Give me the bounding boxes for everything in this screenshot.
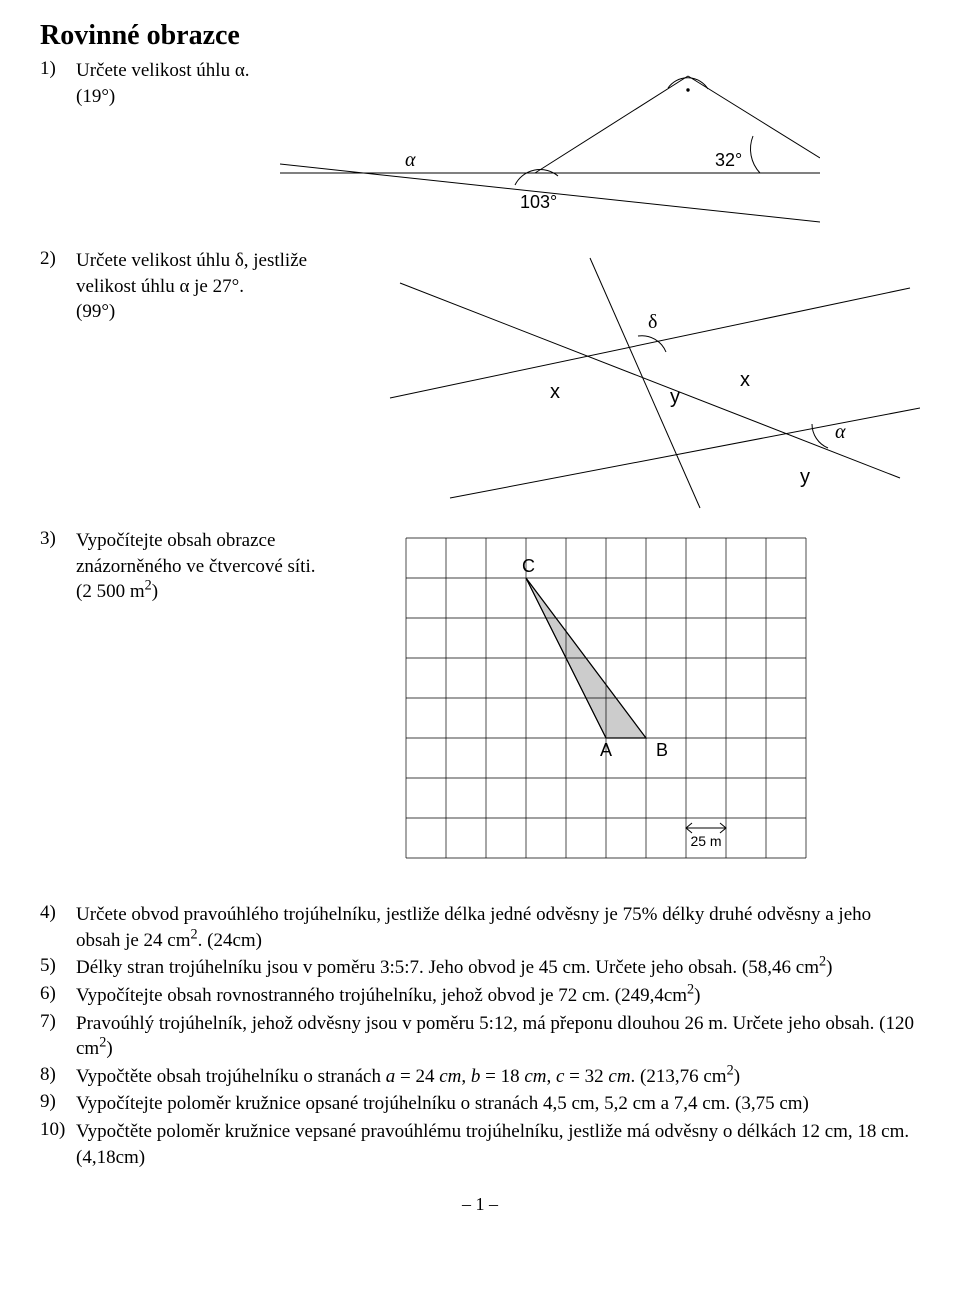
question-5-row: 5) Délky stran trojúhelníku jsou v poměr… bbox=[40, 955, 920, 981]
q1-answer: (19°) bbox=[76, 86, 115, 107]
q8-sup: 2 bbox=[727, 1063, 734, 1079]
q1-prompt: Určete velikost úhlu α. bbox=[76, 60, 250, 81]
q9-text: Vypočítejte poloměr kružnice opsané troj… bbox=[76, 1091, 920, 1117]
q6-number: 6) bbox=[40, 983, 76, 1005]
q2-prompt: Určete velikost úhlu δ, jestliže velikos… bbox=[76, 250, 307, 297]
q2-x1-label: x bbox=[550, 381, 560, 403]
q2-delta-label: δ bbox=[648, 311, 657, 333]
q8-g: . (213,76 cm bbox=[631, 1066, 727, 1087]
q2-figure: δ α x x y y bbox=[380, 248, 920, 518]
q6-b: ) bbox=[694, 985, 700, 1006]
q4-sup: 2 bbox=[191, 926, 198, 942]
q1-alpha-label: α bbox=[405, 149, 416, 171]
q8-icm3: cm bbox=[608, 1066, 630, 1087]
q4-number: 4) bbox=[40, 902, 76, 924]
q7-number: 7) bbox=[40, 1011, 76, 1033]
question-3-row: 3) Vypočítejte obsah obrazce znázorněnéh… bbox=[40, 528, 920, 888]
page-title: Rovinné obrazce bbox=[40, 20, 920, 52]
q8-f: = 32 bbox=[564, 1066, 608, 1087]
q10-text: Vypočtěte poloměr kružnice vepsané pravo… bbox=[76, 1119, 920, 1170]
q3-answer: (2 500 m2) bbox=[76, 581, 158, 602]
svg-text:A: A bbox=[600, 740, 612, 760]
question-1-row: 1) Určete velikost úhlu α. (19°) bbox=[40, 58, 920, 238]
q3-number: 3) bbox=[40, 528, 76, 550]
q3-ans-a: (2 500 m bbox=[76, 581, 145, 602]
q2-y1-label: y bbox=[670, 386, 680, 408]
question-10-row: 10) Vypočtěte poloměr kružnice vepsané p… bbox=[40, 1119, 920, 1170]
q9-number: 9) bbox=[40, 1091, 76, 1113]
q10-number: 10) bbox=[40, 1119, 76, 1141]
q3-prompt: Vypočítejte obsah obrazce znázorněného v… bbox=[76, 530, 316, 577]
page-footer: – 1 – bbox=[40, 1194, 920, 1215]
q3-figure: C A B 25 m bbox=[386, 528, 826, 888]
question-2-row: 2) Určete velikost úhlu δ, jestliže veli… bbox=[40, 248, 920, 518]
q7-text: Pravoúhlý trojúhelník, jehož odvěsny jso… bbox=[76, 1011, 920, 1062]
q1-number: 1) bbox=[40, 58, 76, 80]
q6-text: Vypočítejte obsah rovnostranného trojúhe… bbox=[76, 983, 920, 1009]
q2-number: 2) bbox=[40, 248, 76, 270]
q2-alpha-label: α bbox=[835, 421, 846, 443]
question-9-row: 9) Vypočítejte poloměr kružnice opsané t… bbox=[40, 1091, 920, 1117]
q8-text: Vypočtěte obsah trojúhelníku o stranách … bbox=[76, 1064, 920, 1090]
q3-ans-sup: 2 bbox=[145, 578, 152, 594]
svg-text:B: B bbox=[656, 740, 668, 760]
q8-ia: a bbox=[386, 1066, 396, 1087]
q5-number: 5) bbox=[40, 955, 76, 977]
q8-icm2: cm bbox=[524, 1066, 546, 1087]
question-8-row: 8) Vypočtěte obsah trojúhelníku o straná… bbox=[40, 1064, 920, 1090]
q8-a: Vypočtěte obsah trojúhelníku o stranách bbox=[76, 1066, 386, 1087]
question-7-row: 7) Pravoúhlý trojúhelník, jehož odvěsny … bbox=[40, 1011, 920, 1062]
q5-text: Délky stran trojúhelníku jsou v poměru 3… bbox=[76, 955, 920, 981]
q3-text: Vypočítejte obsah obrazce znázorněného v… bbox=[76, 528, 376, 605]
q2-answer: (99°) bbox=[76, 301, 115, 322]
q3-ans-b: ) bbox=[152, 581, 158, 602]
question-6-row: 6) Vypočítejte obsah rovnostranného troj… bbox=[40, 983, 920, 1009]
q4-text: Určete obvod pravoúhlého trojúhelníku, j… bbox=[76, 902, 920, 953]
q4-b: . (24cm) bbox=[198, 930, 262, 951]
q5-b: ) bbox=[826, 957, 832, 978]
q6-a: Vypočítejte obsah rovnostranného trojúhe… bbox=[76, 985, 687, 1006]
q5-a: Délky stran trojúhelníku jsou v poměru 3… bbox=[76, 957, 819, 978]
q2-text: Určete velikost úhlu δ, jestliže velikos… bbox=[76, 248, 350, 325]
q8-h: ) bbox=[734, 1066, 740, 1087]
q1-figure: α 32° 103° bbox=[280, 58, 820, 238]
question-4-row: 4) Určete obvod pravoúhlého trojúhelníku… bbox=[40, 902, 920, 953]
q1-ang32-label: 32° bbox=[715, 150, 742, 170]
q1-text: Určete velikost úhlu α. (19°) bbox=[76, 58, 250, 109]
q8-c: , bbox=[461, 1066, 471, 1087]
svg-text:25 m: 25 m bbox=[690, 833, 721, 849]
q2-y2-label: y bbox=[800, 466, 810, 488]
q2-x2-label: x bbox=[740, 369, 750, 391]
q8-number: 8) bbox=[40, 1064, 76, 1086]
q8-icm1: cm bbox=[439, 1066, 461, 1087]
svg-text:C: C bbox=[522, 556, 535, 576]
q8-e: , bbox=[546, 1066, 556, 1087]
q7-a: Pravoúhlý trojúhelník, jehož odvěsny jso… bbox=[76, 1013, 914, 1060]
q8-ib: b bbox=[471, 1066, 481, 1087]
q1-ang103-label: 103° bbox=[520, 192, 557, 212]
q7-b: ) bbox=[106, 1038, 112, 1059]
q8-d: = 18 bbox=[480, 1066, 524, 1087]
q8-b: = 24 bbox=[395, 1066, 439, 1087]
